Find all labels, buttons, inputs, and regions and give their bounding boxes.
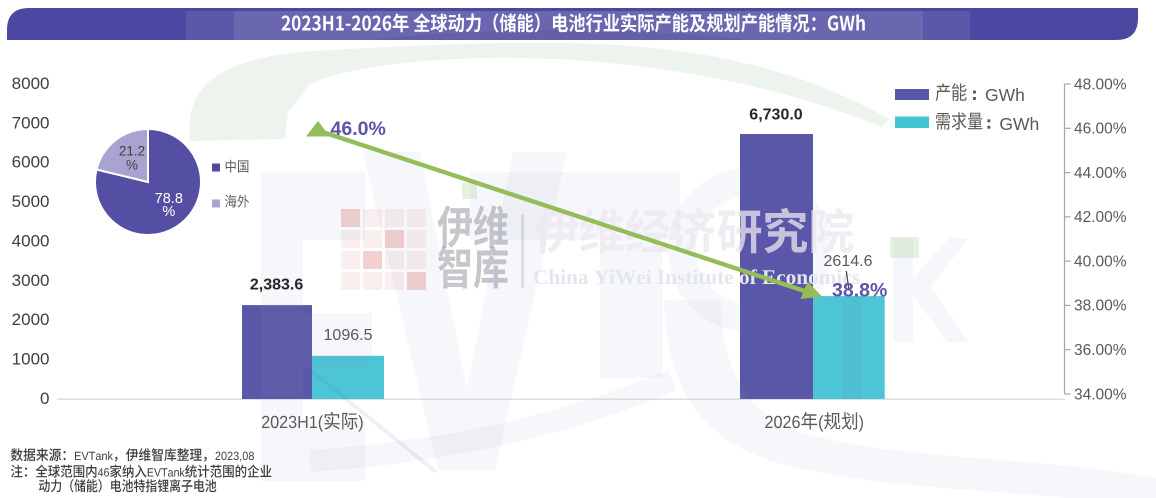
svg-text:2000: 2000 xyxy=(12,310,50,329)
svg-text:1096.5: 1096.5 xyxy=(324,327,373,344)
svg-text:48.00%: 48.00% xyxy=(1074,76,1127,93)
svg-text:0: 0 xyxy=(40,389,49,408)
svg-text:2614.6: 2614.6 xyxy=(824,253,873,270)
svg-text:34.00%: 34.00% xyxy=(1074,386,1127,403)
svg-text:GWh: GWh xyxy=(999,114,1039,134)
svg-text:36.00%: 36.00% xyxy=(1074,342,1127,359)
svg-text:%: % xyxy=(162,204,175,220)
svg-text:1000: 1000 xyxy=(12,350,50,369)
svg-text:40.00%: 40.00% xyxy=(1074,253,1127,270)
svg-text:7000: 7000 xyxy=(12,113,50,132)
svg-text:38.00%: 38.00% xyxy=(1074,298,1127,315)
svg-text:GWh: GWh xyxy=(985,85,1025,105)
svg-text:38.8%: 38.8% xyxy=(832,280,887,302)
svg-text:4000: 4000 xyxy=(12,231,50,250)
svg-text:6,730.0: 6,730.0 xyxy=(749,107,802,124)
svg-text:46.0%: 46.0% xyxy=(331,118,386,140)
svg-text:6000: 6000 xyxy=(12,153,50,172)
svg-text:21.2: 21.2 xyxy=(119,144,145,159)
svg-text:%: % xyxy=(126,158,138,173)
svg-text:46.00%: 46.00% xyxy=(1074,121,1127,138)
svg-text:8000: 8000 xyxy=(12,74,50,93)
svg-text:78.8: 78.8 xyxy=(155,191,183,207)
svg-text:5000: 5000 xyxy=(12,192,50,211)
svg-text:3000: 3000 xyxy=(12,271,50,290)
svg-text:2,383.6: 2,383.6 xyxy=(250,277,303,294)
svg-text:42.00%: 42.00% xyxy=(1074,209,1127,226)
svg-text:44.00%: 44.00% xyxy=(1074,165,1127,182)
